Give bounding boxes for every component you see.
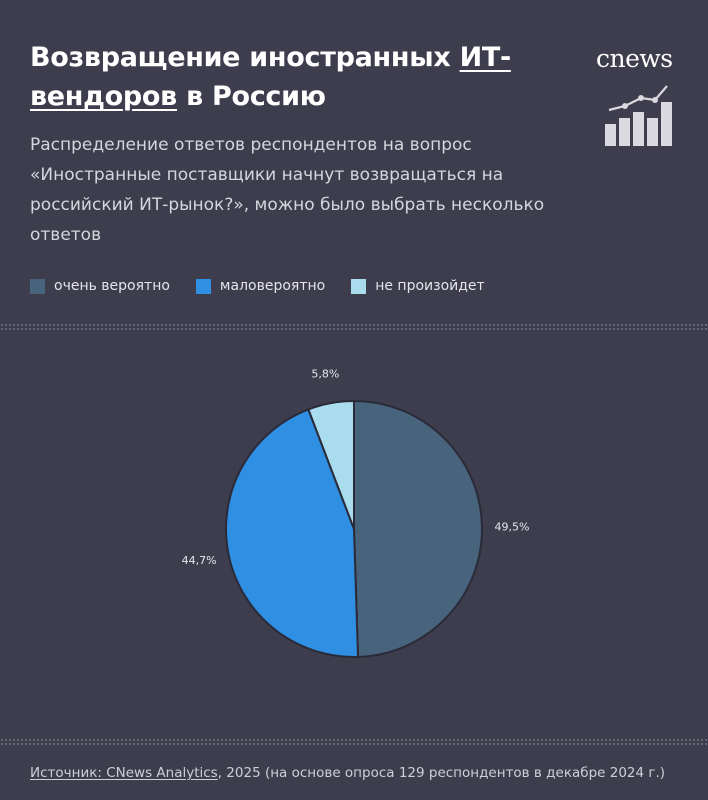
pie-slice-very-likely	[353, 399, 483, 658]
legend-swatch-wont-happen	[351, 278, 367, 294]
pie-label-very-likely: 49,5%	[495, 521, 530, 534]
legend-item-unlikely: маловероятно	[195, 278, 326, 294]
legend-swatch-very-likely	[30, 278, 45, 294]
chart-title: Возвращение иностранных ИТ-вендоров в Ро…	[30, 38, 550, 116]
source-link[interactable]: Источник: CNews Analytics	[30, 765, 218, 781]
legend-item-wont-happen: не произойдет	[351, 278, 485, 294]
pie-chart: 49,5% 44,7% 5,8%	[182, 368, 530, 658]
legend-swatch-unlikely	[195, 278, 211, 294]
pie-slice-unlikely	[225, 408, 360, 658]
cnews-logo[interactable]: cnews	[596, 44, 673, 73]
legend-label-unlikely: маловероятно	[219, 278, 326, 294]
title-text-2: в Россию	[176, 81, 326, 112]
source-footer: Источник: CNews Analytics, 2025 (на осно…	[30, 765, 665, 781]
dotted-divider-bottom	[0, 738, 708, 745]
pie-label-wont-happen: 5,8%	[311, 368, 339, 381]
legend-label-wont-happen: не произойдет	[375, 278, 485, 294]
dotted-divider-top	[0, 323, 708, 330]
title-text-1: Возвращение иностранных	[30, 42, 460, 73]
bar-chart-trend-icon	[605, 85, 672, 146]
chart-subtitle: Распределение ответов респондентов на во…	[30, 135, 545, 245]
source-details: , 2025 (на основе опроса 129 респонденто…	[217, 765, 666, 781]
chart-legend: очень вероятно маловероятно не произойде…	[30, 278, 511, 294]
pie-slice-wont-happen	[307, 399, 355, 530]
legend-label-very-likely: очень вероятно	[54, 278, 170, 294]
title-link[interactable]: ИТ-вендоров	[30, 42, 511, 112]
pie-label-unlikely: 44,7%	[182, 554, 217, 567]
legend-item-very-likely: очень вероятно	[30, 278, 170, 294]
